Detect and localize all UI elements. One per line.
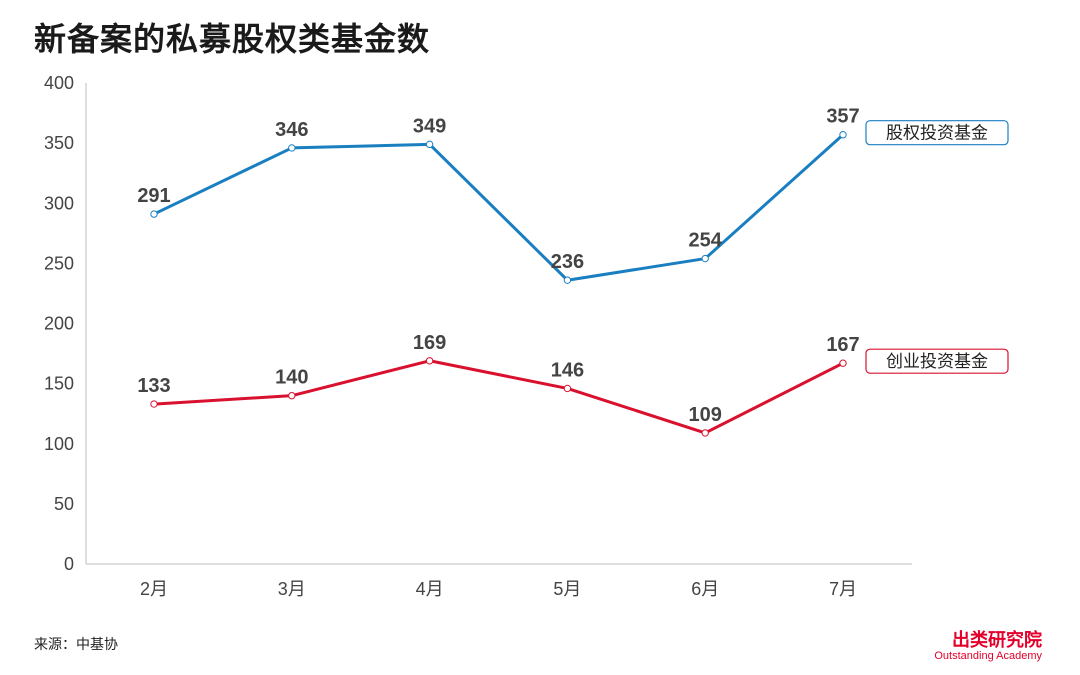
y-tick-label: 350 [44, 133, 74, 153]
data-label: 291 [137, 185, 170, 207]
data-label: 169 [413, 332, 446, 354]
data-label: 140 [275, 367, 308, 389]
y-tick-label: 50 [54, 494, 74, 514]
y-tick-label: 400 [44, 73, 74, 93]
y-tick-label: 300 [44, 193, 74, 213]
x-tick-label: 6月 [691, 579, 719, 599]
series-line [152, 133, 845, 282]
legend-label: 创业投资基金 [886, 352, 988, 372]
data-label: 236 [551, 251, 584, 273]
data-point [425, 140, 434, 149]
legend-item: 股权投资基金 [865, 120, 1009, 146]
legend-item: 创业投资基金 [865, 348, 1009, 374]
x-tick-label: 4月 [416, 579, 444, 599]
data-point [150, 400, 158, 408]
y-tick-label: 200 [44, 314, 74, 334]
data-label: 146 [551, 359, 584, 381]
brand-tagline: Outstanding Academy [934, 650, 1042, 662]
x-tick-label: 2月 [140, 579, 168, 599]
y-tick-label: 0 [64, 554, 74, 574]
legend-box [865, 348, 1009, 374]
y-tick-label: 250 [44, 253, 74, 273]
data-point [150, 210, 158, 218]
data-point [839, 131, 847, 139]
axes: 0 50 100 150 200 250 300 350 400 2月 3月 4月 5月 6月 7月 [44, 73, 912, 599]
data-label: 109 [689, 404, 722, 426]
data-label: 254 [689, 230, 723, 252]
x-tick-label: 7月 [829, 579, 857, 599]
chart-title: 新备案的私募股权类基金数 [34, 20, 431, 58]
data-label: 133 [137, 375, 170, 397]
y-tick-label: 150 [44, 374, 74, 394]
data-point [288, 144, 296, 152]
data-label: 346 [275, 119, 308, 141]
x-tick-label: 3月 [278, 579, 306, 599]
source-note: 来源：中基协 [34, 637, 118, 653]
data-point [563, 276, 572, 284]
data-label: 357 [826, 106, 859, 128]
data-point [701, 254, 709, 263]
brand-name: 出类研究院 [952, 630, 1042, 651]
data-label: 167 [826, 334, 859, 356]
data-point [563, 384, 572, 393]
data-label: 349 [413, 115, 446, 137]
y-tick-label: 100 [44, 434, 74, 454]
data-point [701, 429, 709, 437]
series-line [152, 359, 845, 435]
x-tick-label: 5月 [553, 579, 581, 599]
data-point [288, 391, 296, 400]
data-point [839, 359, 847, 367]
data-point [425, 357, 434, 365]
legend-box [865, 120, 1009, 146]
legend-label: 股权投资基金 [886, 124, 988, 144]
series-lines: 291 346 349 236 254 357 133 140 169 146 109 167 [137, 106, 860, 437]
